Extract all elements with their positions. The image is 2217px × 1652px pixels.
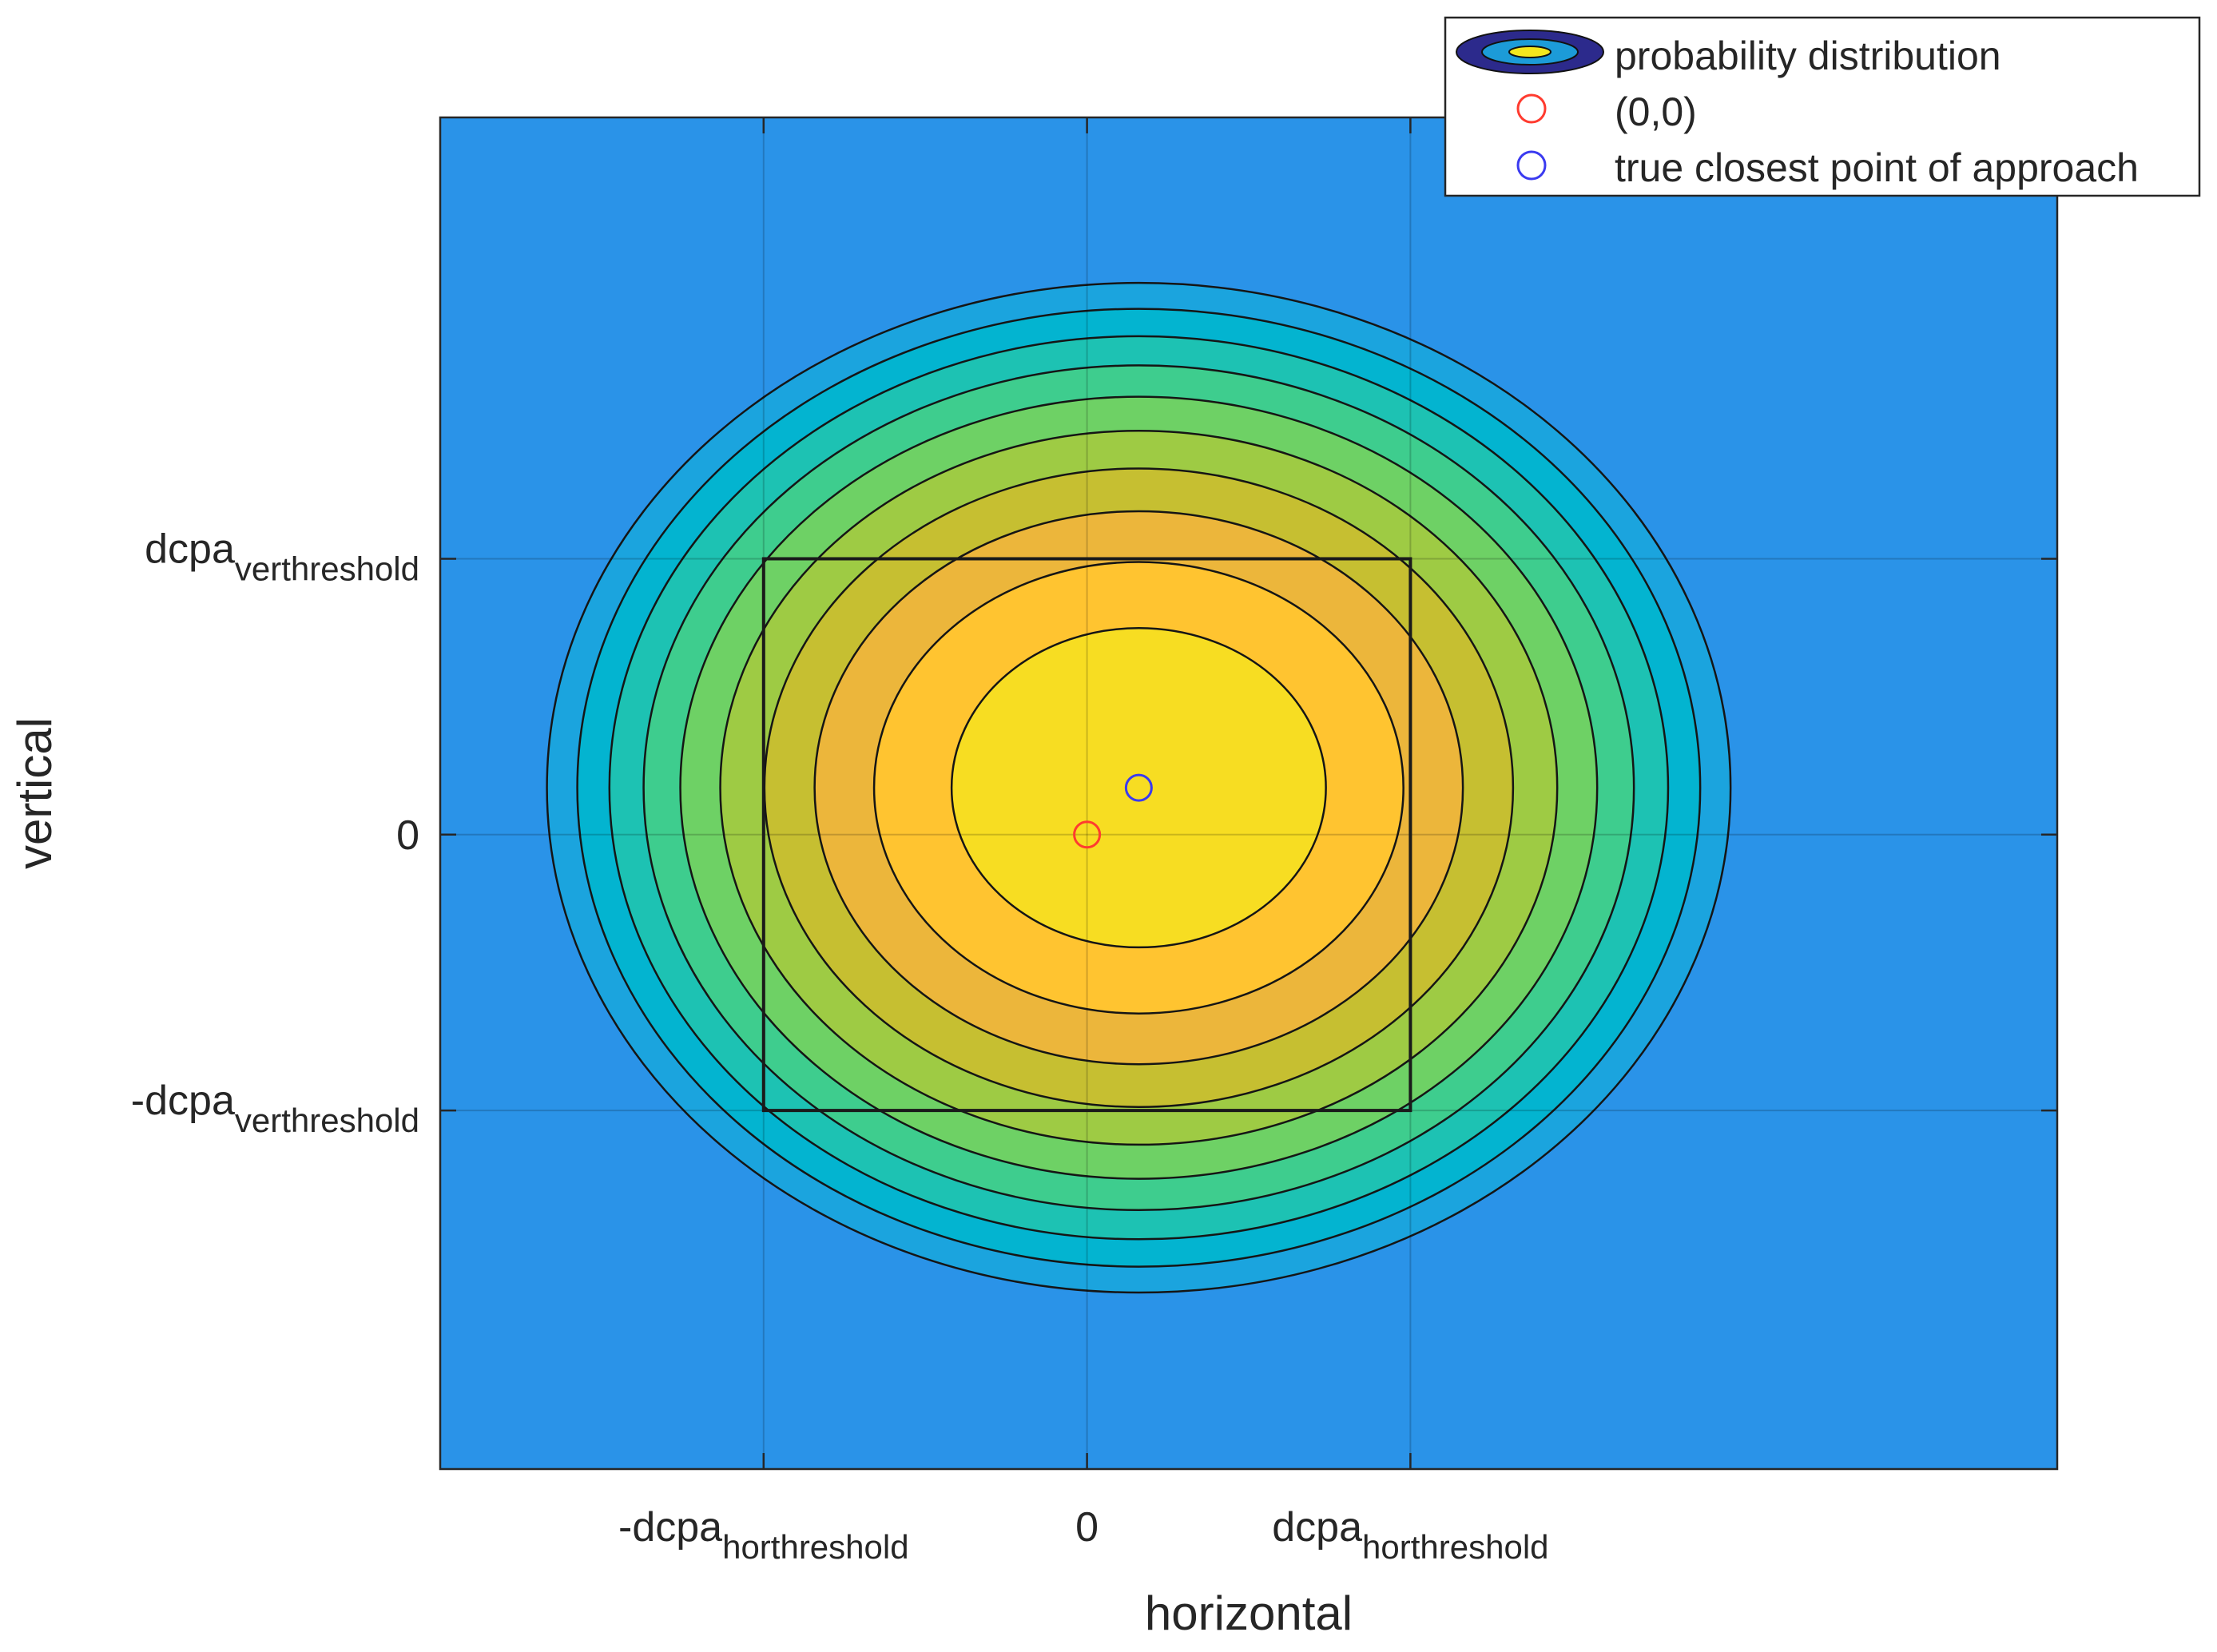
x-tick-label-1: 0 — [1075, 1504, 1099, 1551]
y-tick-label-0: dcpaverthreshold — [145, 526, 419, 587]
legend-label-distribution: probability distribution — [1615, 34, 2001, 78]
legend-red-circle-icon — [1516, 93, 1547, 124]
legend-label-cpa: true closest point of approach — [1615, 145, 2139, 190]
legend-blue-circle-icon — [1516, 150, 1547, 181]
legend-label-origin: (0,0) — [1615, 89, 1697, 134]
tick-marks — [440, 117, 2057, 1469]
x-tick-label-2: dcpahorthreshold — [1272, 1504, 1548, 1566]
legend-swatch-ring-2 — [1508, 46, 1552, 58]
legend-contour-swatch — [1456, 30, 1604, 74]
markers — [1073, 773, 1153, 849]
threshold-box — [761, 557, 1412, 1113]
contour-level-10 — [950, 627, 1327, 949]
y-axis-label: vertical — [8, 717, 62, 869]
tick-labels: -dcpahorthreshold 0 dcpahorthreshold dcpave… — [131, 526, 1549, 1566]
y-tick-label-2: -dcpaverthreshold — [131, 1078, 419, 1139]
plot-frame — [439, 116, 2059, 1471]
legend: probability distribution (0,0) true clos… — [1444, 16, 2201, 197]
x-tick-label-0: -dcpahorthreshold — [618, 1504, 909, 1566]
y-tick-label-1: 0 — [396, 812, 419, 859]
contour-group — [546, 281, 1732, 1294]
marker-origin-circle-icon — [1073, 820, 1102, 849]
marker-cpa-circle-icon — [1124, 773, 1153, 802]
x-axis-label: horizontal — [1145, 1586, 1353, 1640]
